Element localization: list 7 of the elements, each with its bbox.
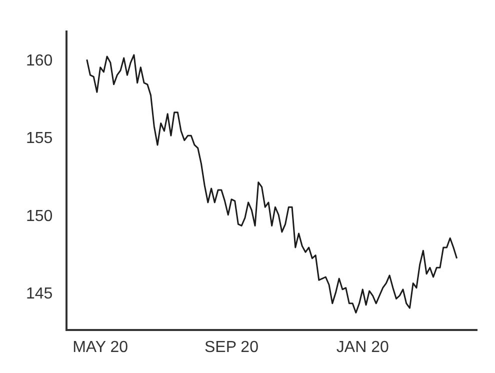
- y-tick-label: 145: [26, 285, 53, 302]
- y-tick-label: 150: [26, 208, 53, 225]
- y-tick-label: 155: [26, 130, 53, 148]
- x-tick-label: SEP 20: [204, 338, 259, 356]
- x-tick-label: JAN 20: [336, 338, 389, 356]
- x-tick-label: MAY 20: [72, 338, 128, 356]
- y-tick-label: 160: [26, 52, 53, 70]
